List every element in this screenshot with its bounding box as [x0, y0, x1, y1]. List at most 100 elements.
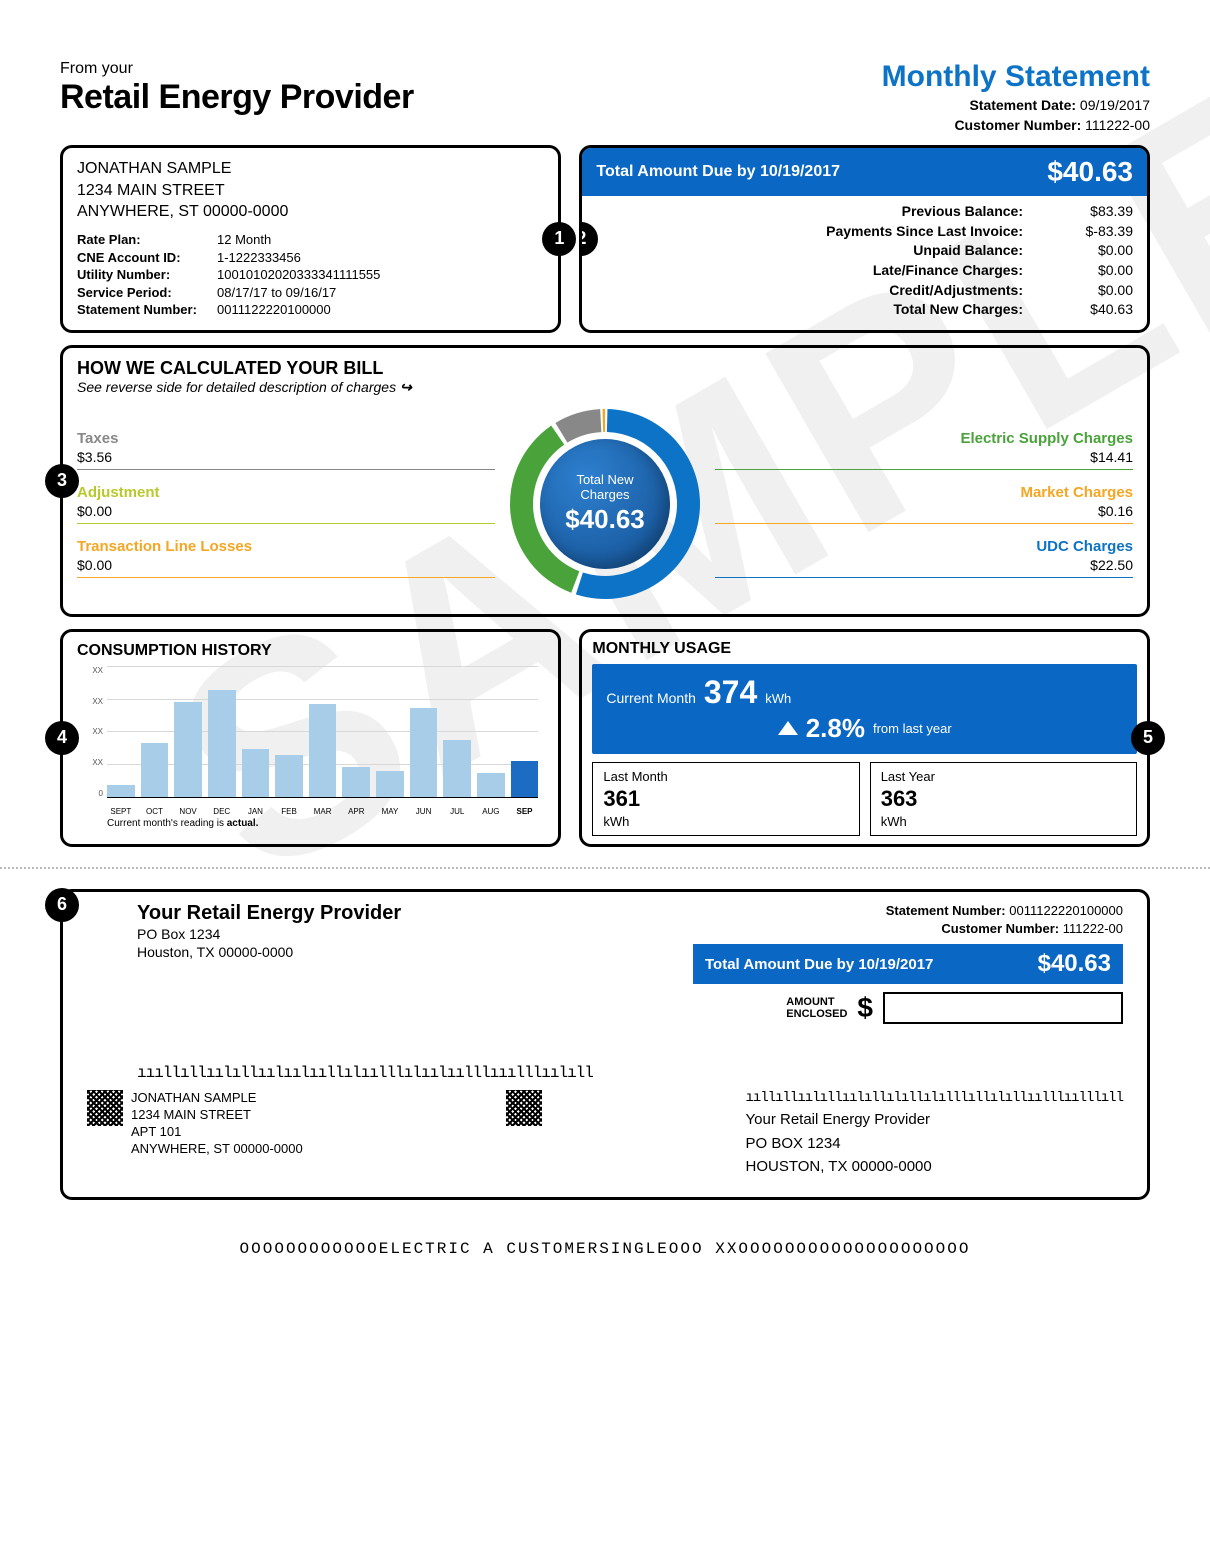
amount-enclosed-input[interactable] [883, 992, 1123, 1024]
stub-mail-from: JONATHAN SAMPLE 1234 MAIN STREET APT 101… [87, 1090, 303, 1158]
stub-stmtnum: 0011122220100000 [1009, 903, 1123, 918]
calc-item-label: Transaction Line Losses [77, 538, 495, 555]
history-bar [242, 749, 270, 797]
balance-line-value: $0.00 [1053, 261, 1133, 281]
amount-enclosed-label: AMOUNTENCLOSED [786, 996, 847, 1020]
history-bar [477, 773, 505, 797]
stmt-date-label: Statement Date: [969, 97, 1076, 113]
history-bar [275, 755, 303, 797]
calc-item: UDC Charges $22.50 [715, 538, 1133, 578]
history-title: CONSUMPTION HISTORY [77, 642, 544, 660]
history-bar [376, 771, 404, 797]
history-bar [342, 767, 370, 797]
history-month-label: SEPT [107, 807, 135, 816]
history-bar [309, 704, 337, 797]
calc-item: Market Charges $0.16 [715, 484, 1133, 524]
calc-left-col: Taxes $3.56 Adjustment $0.00 Transaction… [77, 430, 495, 578]
mail-from-name: JONATHAN SAMPLE [131, 1090, 303, 1107]
last-year-unit: kWh [881, 814, 1126, 829]
usage-pct: 2.8% [806, 713, 865, 744]
history-month-label: MAR [309, 807, 337, 816]
y-ticks: XXXXXXXX0 [77, 666, 105, 798]
stub-provider-addr2: Houston, TX 00000-0000 [137, 943, 401, 961]
calc-subtitle-text: See reverse side for detailed descriptio… [77, 379, 396, 395]
history-panel: 4 CONSUMPTION HISTORY XXXXXXXX0 SEPTOCTN… [60, 629, 561, 847]
amount-enclosed-row: AMOUNTENCLOSED $ [693, 992, 1123, 1024]
history-month-label: SEP [511, 807, 539, 816]
usage-panel: 5 MONTHLY USAGE Current Month 374 kWh 2.… [579, 629, 1150, 847]
history-bar [410, 708, 438, 797]
balance-line: Payments Since Last Invoice:$-83.39 [596, 222, 1133, 242]
calc-item: Taxes $3.56 [77, 430, 495, 470]
history-month-label: OCT [141, 807, 169, 816]
calc-item-value: $22.50 [715, 557, 1133, 573]
balance-line-label: Credit/Adjustments: [596, 281, 1053, 301]
stub-provider: Your Retail Energy Provider PO Box 1234 … [137, 902, 401, 961]
mail-to-addr1: PO BOX 1234 [746, 1134, 1123, 1154]
calc-item-label: Market Charges [715, 484, 1133, 501]
donut-amount: $40.63 [565, 504, 645, 535]
last-year-box: Last Year 363 kWh [870, 762, 1137, 836]
mail-from-addr3: ANYWHERE, ST 00000-0000 [131, 1141, 303, 1158]
callout-4: 4 [45, 721, 79, 755]
usage-unit: kWh [765, 691, 791, 706]
calc-subtitle: See reverse side for detailed descriptio… [77, 379, 1133, 396]
history-note: Current month's reading is actual. [77, 818, 544, 829]
balance-line-value: $-83.39 [1053, 222, 1133, 242]
payment-stub: 6 Your Retail Energy Provider PO Box 123… [60, 889, 1150, 1200]
usage-current-label: Current Month [606, 690, 695, 706]
share-icon: ↪ [400, 379, 412, 395]
customer-info-table: Rate Plan:12 Month CNE Account ID:1-1222… [77, 231, 544, 319]
rate-plan: 12 Month [217, 232, 271, 247]
callout-1: 1 [542, 222, 576, 256]
usage-pct-sub: from last year [873, 721, 952, 736]
tear-line [0, 867, 1210, 869]
from-block: From your Retail Energy Provider [60, 60, 414, 117]
donut-chart: Total New Charges $40.63 [505, 404, 705, 604]
history-month-label: FEB [275, 807, 303, 816]
due-label: Total Amount Due by 10/19/2017 [596, 163, 840, 181]
balance-line-value: $0.00 [1053, 241, 1133, 261]
balance-line-label: Payments Since Last Invoice: [596, 222, 1053, 242]
usage-current-box: Current Month 374 kWh 2.8% from last yea… [592, 664, 1137, 754]
y-tick: XX [92, 758, 103, 767]
history-month-label: AUG [477, 807, 505, 816]
bar-labels: SEPTOCTNOVDECJANFEBMARAPRMAYJUNJULAUGSEP [107, 807, 538, 816]
statement-title: Monthly Statement [882, 60, 1150, 94]
last-month-box: Last Month 361 kWh [592, 762, 859, 836]
barcode-left: ıııllıllıılıllıılıılııllılıılllılıılııll… [137, 1064, 1133, 1082]
utility-label: Utility Number: [77, 266, 217, 284]
calc-title: HOW WE CALCULATED YOUR BILL [77, 358, 1133, 379]
totals-panel: 2 Total Amount Due by 10/19/2017 $40.63 … [579, 145, 1150, 333]
history-month-label: APR [342, 807, 370, 816]
calc-item-value: $3.56 [77, 449, 495, 465]
cne-id: 1-1222333456 [217, 250, 301, 265]
stub-mail-to: ııllıllıılıllıılıllılıllılılllıllılıllıı… [746, 1090, 1123, 1177]
calc-item-value: $0.16 [715, 503, 1133, 519]
stub-custnum: 111222-00 [1063, 921, 1123, 936]
y-tick: 0 [99, 789, 103, 798]
calc-item-label: Adjustment [77, 484, 495, 501]
balance-line-label: Previous Balance: [596, 202, 1053, 222]
mail-from-addr2: APT 101 [131, 1124, 303, 1141]
donut-label1: Total New [576, 472, 633, 487]
calc-item: Electric Supply Charges $14.41 [715, 430, 1133, 470]
history-bar [141, 743, 169, 797]
due-amount: $40.63 [1047, 156, 1133, 188]
history-note-prefix: Current month's reading is [107, 818, 227, 829]
callout-5: 5 [1131, 721, 1165, 755]
calc-item-value: $0.00 [77, 557, 495, 573]
calc-item: Adjustment $0.00 [77, 484, 495, 524]
total-due-bar: Total Amount Due by 10/19/2017 $40.63 [582, 148, 1147, 196]
cne-label: CNE Account ID: [77, 249, 217, 267]
balance-line: Previous Balance:$83.39 [596, 202, 1133, 222]
y-tick: XX [92, 666, 103, 675]
mail-from-addr1: 1234 MAIN STREET [131, 1107, 303, 1124]
utility-number: 10010102020333341111555 [217, 267, 380, 282]
mail-to-addr2: HOUSTON, TX 00000-0000 [746, 1157, 1123, 1177]
history-month-label: MAY [376, 807, 404, 816]
history-month-label: JAN [242, 807, 270, 816]
balance-line: Unpaid Balance:$0.00 [596, 241, 1133, 261]
up-arrow-icon [778, 721, 798, 735]
customer-panel: 1 JONATHAN SAMPLE 1234 MAIN STREET ANYWH… [60, 145, 561, 333]
